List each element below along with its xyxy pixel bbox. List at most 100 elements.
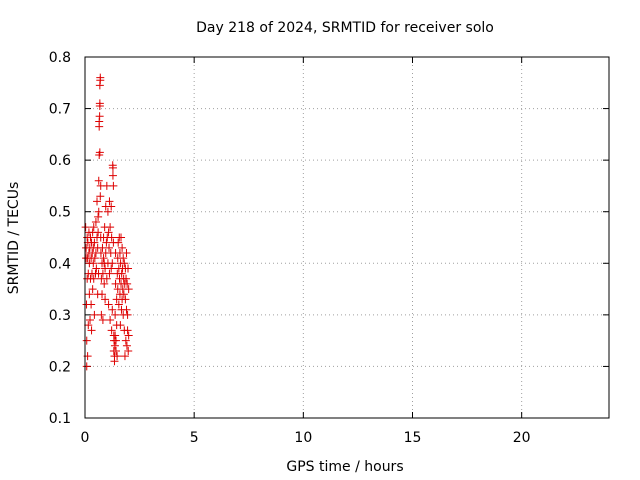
data-point (123, 310, 132, 319)
data-point (105, 269, 114, 278)
data-point (95, 112, 104, 121)
plot-frame (84, 56, 610, 419)
data-point (124, 264, 133, 273)
data-point (122, 341, 131, 350)
data-point (90, 310, 99, 319)
data-point (124, 331, 133, 340)
data-point (102, 274, 111, 283)
data-point (117, 269, 126, 278)
y-tick-label: 0.8 (49, 50, 71, 66)
data-point (90, 254, 99, 263)
tick-labels: 0 5 10 15 20 0.1 0.2 0.3 0.4 0.5 0.6 0.7 0.8 (49, 50, 531, 446)
y-axis-label: SRMTID / TECUs (6, 182, 22, 295)
data-point (101, 295, 110, 304)
chart-title: Day 218 of 2024, SRMTID for receiver sol… (196, 20, 494, 36)
data-point (95, 148, 104, 157)
data-point (98, 316, 107, 325)
data-point (88, 285, 97, 294)
data-point (120, 352, 129, 361)
data-point (113, 352, 122, 361)
data-point (112, 336, 121, 345)
x-tick-label: 5 (190, 430, 199, 446)
data-point (110, 341, 119, 350)
data-point (106, 223, 115, 232)
y-tick-label: 0.2 (49, 359, 71, 375)
data-point (85, 290, 94, 299)
data-point (96, 76, 105, 85)
data-point (98, 290, 107, 299)
y-tick-label: 0.4 (49, 256, 71, 272)
data-point (82, 362, 91, 371)
data-point (100, 279, 109, 288)
data-point (119, 254, 128, 263)
data-point (105, 243, 114, 252)
data-point (107, 202, 116, 211)
data-point (108, 171, 117, 180)
data-point (111, 331, 120, 340)
data-point (124, 285, 133, 294)
data-point (91, 218, 100, 227)
y-tick-label: 0.5 (49, 205, 71, 221)
grid-lines (85, 57, 609, 418)
data-point (107, 233, 116, 242)
data-point (109, 181, 118, 190)
data-point (114, 300, 123, 309)
data-point (94, 212, 103, 221)
data-point (123, 279, 132, 288)
x-tick-label: 20 (513, 430, 531, 446)
data-point (122, 274, 131, 283)
x-tick-label: 0 (81, 430, 90, 446)
data-point (107, 326, 116, 335)
data-point (121, 295, 130, 304)
data-point (122, 248, 131, 257)
data-point (84, 321, 93, 330)
data-point (97, 310, 106, 319)
data-point (116, 321, 125, 330)
y-tick-label: 0.3 (49, 308, 71, 324)
data-point (107, 264, 116, 273)
data-point (96, 192, 105, 201)
data-point (94, 207, 103, 216)
data-point (114, 238, 123, 247)
data-point (118, 243, 127, 252)
data-point (104, 300, 113, 309)
data-point (122, 305, 131, 314)
data-point (120, 259, 129, 268)
data-point (90, 238, 99, 247)
y-tick-label: 0.7 (49, 102, 71, 118)
data-point (95, 99, 104, 108)
x-tick-label: 10 (294, 430, 312, 446)
data-point (92, 264, 101, 273)
data-point (108, 163, 117, 172)
data-point (87, 326, 96, 335)
data-point (104, 228, 113, 237)
x-tick-label: 15 (404, 430, 422, 446)
data-point (89, 259, 98, 268)
data-point (81, 223, 90, 232)
data-point (94, 176, 103, 185)
y-tick-label: 0.1 (49, 411, 71, 427)
data-points (81, 73, 133, 371)
data-point (124, 346, 133, 355)
data-point (105, 197, 114, 206)
data-point (110, 357, 119, 366)
data-point (103, 207, 112, 216)
data-point (82, 336, 91, 345)
data-point (102, 238, 111, 247)
data-point (106, 316, 115, 325)
data-point (121, 336, 130, 345)
data-point (99, 254, 108, 263)
data-point (93, 197, 102, 206)
data-point (117, 233, 126, 242)
x-axis-label: GPS time / hours (286, 459, 403, 475)
data-point (89, 274, 98, 283)
data-point (87, 300, 96, 309)
data-point (112, 346, 121, 355)
data-point (123, 326, 132, 335)
y-tick-label: 0.6 (49, 153, 71, 169)
data-point (86, 316, 95, 325)
data-point (94, 228, 103, 237)
data-point (119, 290, 128, 299)
